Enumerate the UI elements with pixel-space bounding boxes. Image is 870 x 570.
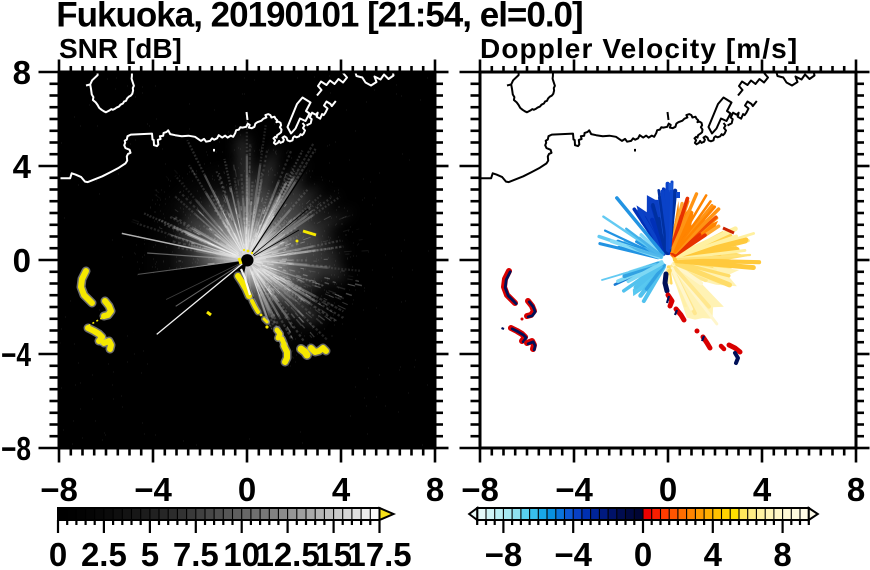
svg-text:Fukuoka, 20190101 [21:54, el=0: Fukuoka, 20190101 [21:54, el=0.0] bbox=[56, 0, 582, 35]
svg-text:−4: −4 bbox=[554, 536, 592, 570]
svg-text:−8: −8 bbox=[461, 471, 499, 508]
svg-text:17.5: 17.5 bbox=[347, 536, 411, 570]
svg-text:0: 0 bbox=[238, 471, 256, 508]
svg-text:−8: −8 bbox=[485, 536, 523, 570]
svg-text:0: 0 bbox=[49, 536, 67, 570]
svg-text:4: 4 bbox=[332, 471, 351, 508]
svg-text:8: 8 bbox=[13, 54, 31, 91]
svg-text:0: 0 bbox=[13, 242, 31, 279]
svg-text:−4: −4 bbox=[1, 336, 32, 373]
svg-text:8: 8 bbox=[773, 536, 791, 570]
svg-text:4: 4 bbox=[753, 471, 772, 508]
svg-text:15: 15 bbox=[315, 536, 352, 570]
svg-text:4: 4 bbox=[704, 536, 723, 570]
svg-text:2.5: 2.5 bbox=[81, 536, 127, 570]
svg-text:0: 0 bbox=[659, 471, 677, 508]
svg-text:−8: −8 bbox=[40, 471, 78, 508]
svg-text:4: 4 bbox=[13, 148, 32, 185]
svg-text:5: 5 bbox=[141, 536, 159, 570]
svg-text:Doppler Velocity [m/s]: Doppler Velocity [m/s] bbox=[480, 33, 798, 64]
svg-text:−4: −4 bbox=[134, 471, 172, 508]
svg-text:0: 0 bbox=[634, 536, 652, 570]
svg-text:8: 8 bbox=[847, 471, 865, 508]
svg-text:10: 10 bbox=[223, 536, 260, 570]
svg-text:12.5: 12.5 bbox=[255, 536, 319, 570]
svg-text:8: 8 bbox=[426, 471, 444, 508]
svg-text:−8: −8 bbox=[1, 430, 31, 467]
svg-text:SNR [dB]: SNR [dB] bbox=[59, 33, 182, 64]
svg-text:7.5: 7.5 bbox=[173, 536, 219, 570]
svg-text:−4: −4 bbox=[555, 471, 593, 508]
